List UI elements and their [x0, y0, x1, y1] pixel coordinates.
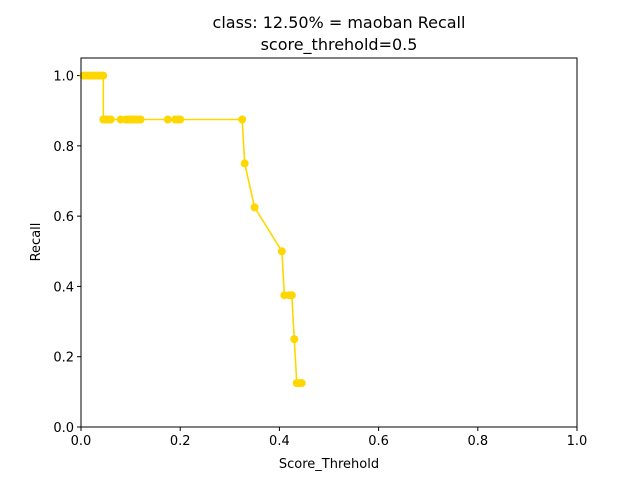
plot-frame — [80, 57, 578, 428]
chart-title: class: 12.50% = maoban Recall — [213, 13, 466, 32]
data-point — [163, 115, 172, 124]
series-group — [79, 71, 306, 388]
data-point — [176, 115, 185, 124]
data-point — [297, 379, 306, 388]
data-point — [290, 335, 299, 344]
y-tick-label: 0.0 — [53, 421, 74, 436]
plot-area — [81, 58, 577, 427]
x-tick-label: 0.4 — [269, 434, 290, 449]
axis-ticks: 0.0 0.2 0.4 0.6 0.8 1.0 0.0 0.2 0.4 0.6 0.8 1.0 — [53, 70, 587, 449]
y-tick-label: 0.6 — [53, 210, 74, 225]
x-tick-label: 1.0 — [567, 434, 588, 449]
data-point — [238, 115, 247, 124]
y-tick-label: 0.2 — [53, 351, 74, 366]
chart-subtitle: score_threhold=0.5 — [261, 35, 418, 55]
y-tick-label: 0.4 — [53, 280, 74, 295]
data-point — [240, 159, 249, 168]
y-tick-label: 0.8 — [53, 140, 74, 155]
data-point — [250, 203, 259, 212]
y-tick-label: 1.0 — [53, 70, 74, 85]
data-point — [99, 71, 108, 80]
y-axis-label: Recall — [29, 223, 44, 262]
x-tick-label: 0.6 — [368, 434, 389, 449]
data-point — [136, 115, 145, 124]
x-tick-label: 0.0 — [71, 434, 92, 449]
x-tick-label: 0.8 — [467, 434, 488, 449]
data-point — [277, 247, 286, 256]
x-axis-label: Score_Threhold — [279, 457, 379, 472]
data-point — [106, 115, 115, 124]
data-point — [287, 291, 296, 300]
x-tick-label: 0.2 — [170, 434, 191, 449]
